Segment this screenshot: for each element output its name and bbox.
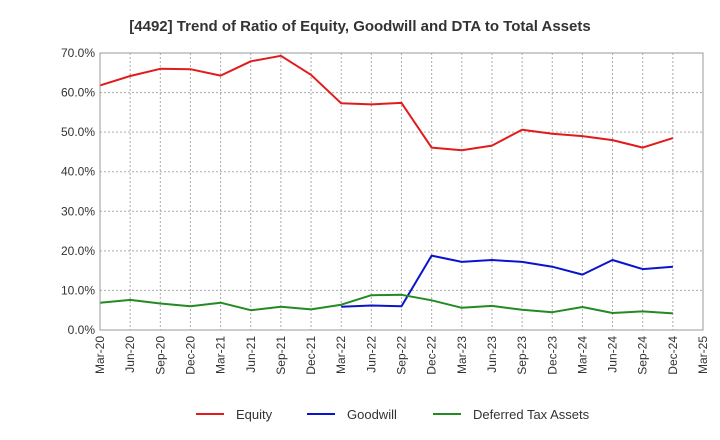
y-tick-label: 0.0%: [68, 323, 96, 337]
x-tick-label: Sep-22: [395, 336, 409, 375]
x-tick-label: Mar-23: [455, 336, 469, 374]
grid: [99, 52, 704, 331]
legend-label: Goodwill: [347, 407, 397, 422]
y-tick-label: 10.0%: [61, 283, 95, 297]
x-tick-label: Mar-24: [575, 336, 589, 374]
x-tick-label: Dec-23: [545, 336, 559, 375]
y-tick-label: 70.0%: [61, 46, 95, 60]
x-tick-label: Jun-23: [485, 336, 499, 373]
x-tick-label: Sep-21: [274, 336, 288, 375]
series-line-2: [99, 293, 673, 315]
x-tick-label: Dec-24: [666, 336, 680, 375]
x-tick-label: Jun-24: [606, 336, 620, 373]
x-tick-label: Mar-25: [696, 336, 710, 374]
legend: Equity Goodwill Deferred Tax Assets: [196, 407, 590, 422]
y-tick-label: 20.0%: [61, 244, 95, 258]
y-axis: 0.0% 10.0% 20.0% 30.0% 40.0% 50.0% 60.0% 70.0%: [61, 46, 95, 337]
chart-title: [4492] Trend of Ratio of Equity, Goodwil…: [129, 18, 590, 35]
x-tick-label: Sep-20: [153, 336, 167, 375]
x-tick-label: Jun-20: [123, 336, 137, 373]
x-tick-label: Mar-20: [93, 336, 107, 374]
x-tick-label: Mar-21: [214, 336, 228, 374]
series-lines: [99, 54, 674, 315]
x-tick-label: Dec-22: [425, 336, 439, 375]
series-line-0: [99, 54, 674, 152]
x-tick-label: Dec-21: [304, 336, 318, 375]
legend-label: Equity: [236, 407, 273, 422]
x-axis: Mar-20 Jun-20 Sep-20 Dec-20 Mar-21 Jun-21 Sep-…: [93, 336, 710, 375]
y-tick-label: 60.0%: [61, 86, 95, 100]
y-tick-label: 40.0%: [61, 165, 95, 179]
legend-label: Deferred Tax Assets: [473, 407, 590, 422]
y-tick-label: 30.0%: [61, 204, 95, 218]
x-tick-label: Jun-21: [244, 336, 258, 373]
x-tick-label: Mar-22: [334, 336, 348, 374]
x-tick-label: Sep-24: [636, 336, 650, 375]
x-tick-label: Dec-20: [183, 336, 197, 375]
x-tick-label: Sep-23: [515, 336, 529, 375]
series-line-1: [341, 254, 673, 308]
plot-area: [99, 52, 704, 331]
y-tick-label: 50.0%: [61, 125, 95, 139]
x-tick-label: Jun-22: [364, 336, 378, 373]
